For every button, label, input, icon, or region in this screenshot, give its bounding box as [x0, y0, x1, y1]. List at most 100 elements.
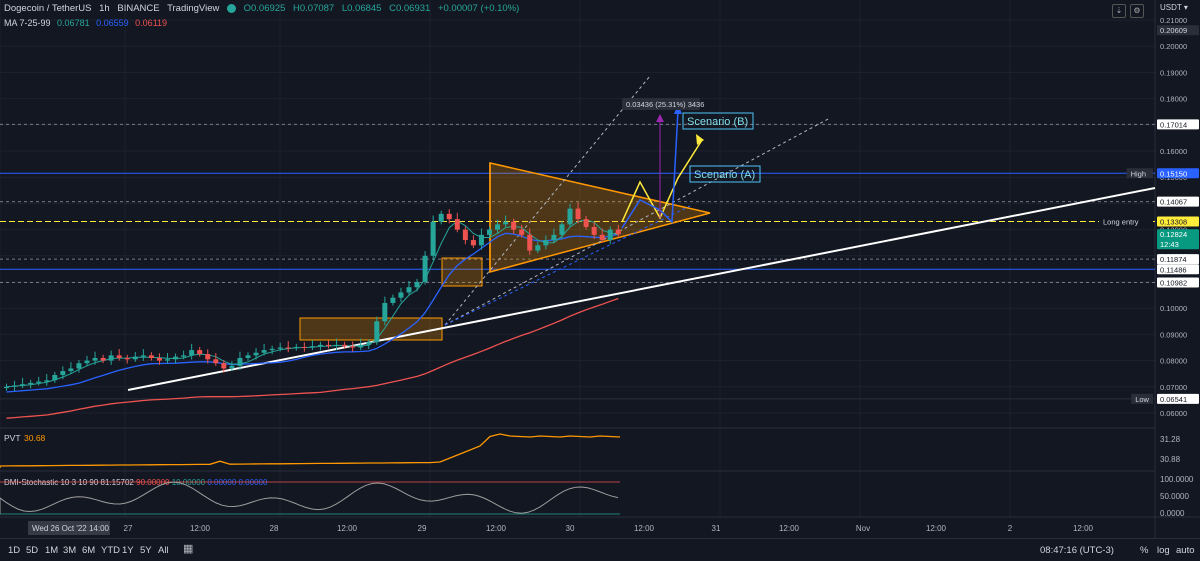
candle-body[interactable] — [12, 385, 18, 387]
candle-body[interactable] — [495, 224, 501, 230]
candle-body[interactable] — [253, 352, 259, 356]
candle-body[interactable] — [20, 384, 26, 386]
candle-body[interactable] — [132, 356, 138, 360]
candle-body[interactable] — [124, 357, 130, 360]
candle-body[interactable] — [390, 297, 396, 303]
candle-body[interactable] — [100, 357, 106, 361]
candle-body[interactable] — [543, 240, 549, 246]
log-toggle[interactable]: log — [1157, 545, 1170, 556]
candle-body[interactable] — [583, 219, 589, 227]
candle-body[interactable] — [309, 346, 315, 348]
ma-legend[interactable]: MA 7-25-99 0.06781 0.06559 0.06119 — [4, 18, 171, 28]
candle-body[interactable] — [446, 213, 452, 220]
candle-body[interactable] — [277, 347, 283, 349]
candle-body[interactable] — [108, 355, 114, 361]
candle-body[interactable] — [567, 208, 573, 225]
candle-body[interactable] — [559, 224, 565, 235]
candle-body[interactable] — [84, 360, 90, 364]
candle-body[interactable] — [430, 221, 436, 256]
candle-body[interactable] — [189, 350, 195, 356]
candle-body[interactable] — [503, 221, 509, 225]
scenario-a-box[interactable] — [689, 165, 761, 183]
candle-body[interactable] — [229, 365, 235, 369]
candle-body[interactable] — [293, 346, 299, 349]
timeframe-button-all[interactable]: All — [158, 545, 169, 556]
candle-body[interactable] — [285, 347, 291, 349]
candle-body[interactable] — [615, 229, 621, 235]
candle-body[interactable] — [599, 234, 605, 241]
candle-body[interactable] — [181, 355, 187, 357]
candle-body[interactable] — [591, 226, 597, 235]
candle-body[interactable] — [334, 344, 340, 346]
candle-body[interactable] — [398, 292, 404, 298]
timeframe-button-ytd[interactable]: YTD — [101, 545, 120, 556]
candle-body[interactable] — [374, 321, 380, 343]
candle-body[interactable] — [28, 382, 34, 385]
consolidation-box-1[interactable] — [299, 317, 443, 341]
candle-body[interactable] — [487, 229, 492, 235]
timeframe-button-1m[interactable]: 1M — [45, 545, 59, 556]
candle-body[interactable] — [342, 344, 348, 347]
candle-body[interactable] — [213, 359, 219, 364]
candle-body[interactable] — [269, 348, 275, 351]
candle-body[interactable] — [60, 371, 66, 376]
candle-body[interactable] — [350, 346, 356, 348]
arrow-down-icon[interactable]: ⇣ — [1112, 4, 1126, 18]
candle-body[interactable] — [44, 380, 50, 382]
interval[interactable]: 1h — [99, 3, 110, 14]
auto-toggle[interactable]: auto — [1176, 545, 1195, 556]
scenario-b-box[interactable] — [682, 112, 754, 130]
timeframe-button-3m[interactable]: 3M — [63, 545, 77, 556]
candle-body[interactable] — [519, 229, 525, 235]
candle-body[interactable] — [156, 357, 162, 361]
candle-body[interactable] — [422, 255, 428, 282]
timeframe-button-6m[interactable]: 6M — [82, 545, 96, 556]
settings-icon[interactable]: ⚙ — [1130, 4, 1144, 18]
candle-body[interactable] — [454, 219, 460, 230]
candle-body[interactable] — [205, 354, 211, 360]
calendar-icon[interactable]: ▦ — [183, 543, 194, 555]
candle-body[interactable] — [148, 355, 154, 358]
percent-toggle[interactable]: % — [1140, 545, 1149, 556]
candle-body[interactable] — [527, 234, 533, 251]
candle-body[interactable] — [140, 355, 146, 357]
timeframe-button-5y[interactable]: 5Y — [140, 545, 152, 556]
candle-body[interactable] — [301, 346, 307, 348]
candle-body[interactable] — [462, 229, 468, 241]
candle-body[interactable] — [92, 357, 98, 361]
candle-body[interactable] — [116, 355, 122, 358]
candle-body[interactable] — [221, 363, 227, 369]
candle-body[interactable] — [478, 234, 484, 246]
candle-body[interactable] — [366, 342, 372, 345]
candle-body[interactable] — [382, 302, 388, 322]
candle-body[interactable] — [245, 355, 251, 358]
candle-body[interactable] — [68, 368, 74, 372]
currency-selector[interactable]: USDT ▾ — [1160, 3, 1188, 12]
candle-body[interactable] — [326, 344, 331, 346]
candle-body[interactable] — [470, 240, 476, 246]
candle-body[interactable] — [607, 229, 613, 241]
trend-line-main[interactable] — [127, 187, 1156, 391]
candle-body[interactable] — [406, 287, 412, 293]
candle-body[interactable] — [317, 344, 323, 347]
candle-body[interactable] — [261, 350, 267, 353]
candle-body[interactable] — [165, 359, 170, 361]
candle-body[interactable] — [535, 245, 541, 251]
candle-body[interactable] — [237, 357, 243, 366]
timeframe-button-1d[interactable]: 1D — [8, 545, 21, 556]
candle-body[interactable] — [511, 221, 517, 230]
price-chart[interactable]: 0.03436 (25.31%) 3436 Scenario (B) Scena… — [0, 0, 1200, 538]
candle-body[interactable] — [575, 208, 581, 220]
candle-body[interactable] — [551, 234, 557, 241]
timeframe-button-5d[interactable]: 5D — [26, 545, 39, 556]
trend-line-dashed-2[interactable] — [444, 117, 831, 326]
candle-body[interactable] — [4, 386, 9, 389]
candle-body[interactable] — [76, 363, 82, 369]
candle-body[interactable] — [197, 350, 203, 355]
candle-body[interactable] — [173, 356, 179, 360]
candle-body[interactable] — [52, 375, 58, 381]
candle-body[interactable] — [438, 213, 444, 222]
timeframe-button-1y[interactable]: 1Y — [122, 545, 134, 556]
candle-body[interactable] — [414, 282, 420, 288]
consolidation-box-2[interactable] — [441, 257, 483, 287]
